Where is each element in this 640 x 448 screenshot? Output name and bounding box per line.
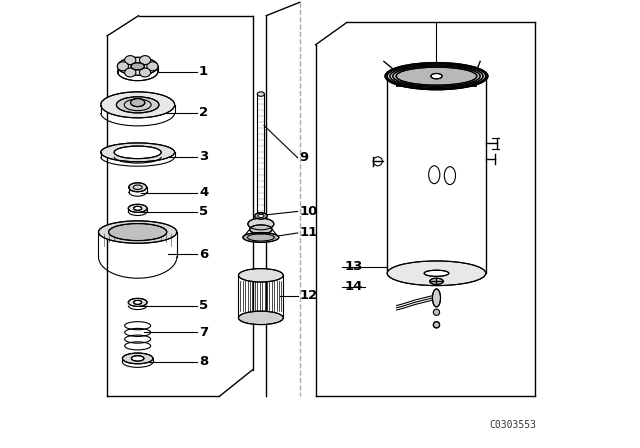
Ellipse shape — [255, 213, 267, 219]
Ellipse shape — [147, 62, 158, 71]
Text: 6: 6 — [199, 248, 208, 261]
Ellipse shape — [430, 278, 444, 284]
Ellipse shape — [424, 270, 449, 276]
Ellipse shape — [117, 62, 129, 71]
Text: C0303553: C0303553 — [489, 420, 536, 430]
Text: 4: 4 — [199, 186, 208, 199]
Ellipse shape — [433, 289, 440, 307]
Ellipse shape — [122, 353, 153, 364]
Ellipse shape — [134, 301, 141, 305]
Ellipse shape — [116, 97, 159, 113]
Ellipse shape — [396, 67, 477, 85]
Text: 5: 5 — [199, 299, 208, 312]
Ellipse shape — [258, 214, 264, 218]
Ellipse shape — [134, 206, 141, 211]
Text: 12: 12 — [300, 289, 318, 302]
Ellipse shape — [239, 269, 284, 282]
Ellipse shape — [387, 261, 486, 286]
Ellipse shape — [243, 233, 279, 242]
Ellipse shape — [131, 63, 145, 70]
Text: 2: 2 — [199, 106, 208, 120]
Text: 10: 10 — [300, 205, 318, 218]
Ellipse shape — [109, 224, 167, 241]
Ellipse shape — [257, 92, 264, 96]
Ellipse shape — [128, 204, 147, 212]
Ellipse shape — [128, 298, 147, 306]
Ellipse shape — [433, 309, 440, 315]
Ellipse shape — [99, 221, 177, 243]
Ellipse shape — [125, 68, 136, 77]
Ellipse shape — [100, 143, 175, 162]
Ellipse shape — [131, 356, 144, 361]
Ellipse shape — [118, 63, 158, 81]
Text: 13: 13 — [345, 260, 363, 273]
Text: 3: 3 — [199, 150, 208, 164]
Text: 5: 5 — [199, 205, 208, 219]
Ellipse shape — [397, 77, 406, 82]
Ellipse shape — [114, 146, 161, 159]
Text: 8: 8 — [199, 355, 208, 369]
Ellipse shape — [393, 66, 480, 86]
Text: 7: 7 — [199, 326, 208, 339]
Ellipse shape — [467, 77, 476, 82]
Text: 14: 14 — [345, 280, 363, 293]
Text: 9: 9 — [300, 151, 309, 164]
Bar — [387, 76, 486, 273]
Ellipse shape — [257, 213, 264, 217]
Ellipse shape — [131, 99, 145, 107]
Ellipse shape — [118, 57, 158, 75]
Text: 11: 11 — [300, 226, 318, 240]
Ellipse shape — [125, 56, 136, 65]
Text: 1: 1 — [199, 65, 208, 78]
Ellipse shape — [387, 64, 486, 89]
Ellipse shape — [385, 63, 488, 90]
Ellipse shape — [140, 56, 150, 65]
Ellipse shape — [239, 311, 284, 324]
Ellipse shape — [431, 73, 442, 79]
Ellipse shape — [433, 322, 440, 328]
Ellipse shape — [100, 92, 175, 118]
Ellipse shape — [390, 65, 483, 87]
Ellipse shape — [250, 225, 272, 234]
Ellipse shape — [140, 68, 150, 77]
Ellipse shape — [386, 63, 487, 89]
Ellipse shape — [248, 218, 274, 230]
Ellipse shape — [129, 183, 147, 192]
